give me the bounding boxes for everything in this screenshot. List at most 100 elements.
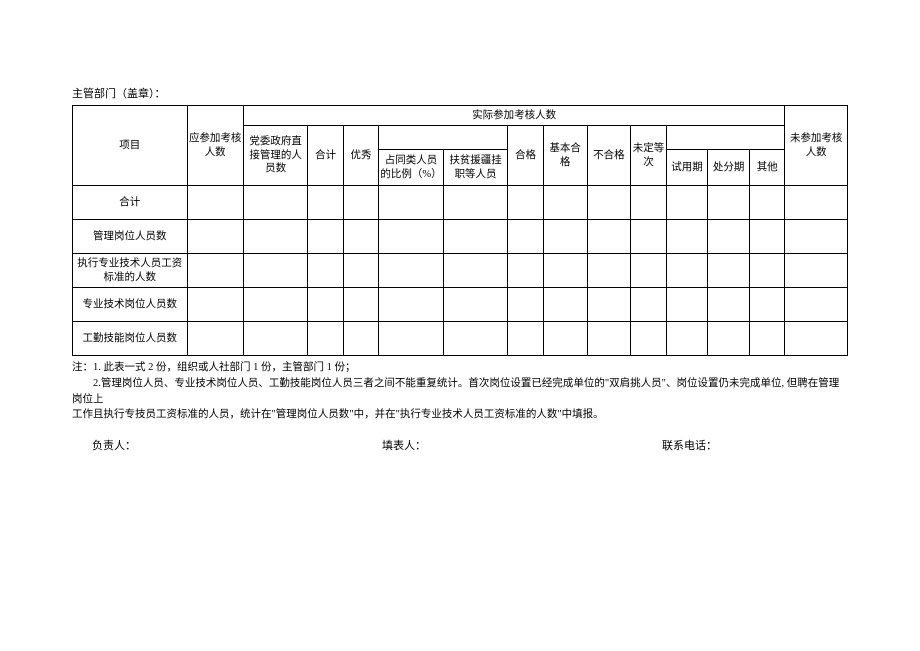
cell [508, 322, 543, 356]
cell [308, 254, 343, 288]
th-undetermined: 未定等次 [631, 126, 666, 186]
cell [587, 288, 631, 322]
th-basic-qualified: 基本合格 [543, 126, 587, 186]
cell [631, 220, 666, 254]
cell [187, 220, 243, 254]
cell [243, 220, 308, 254]
th-total: 合计 [308, 126, 343, 186]
th-penalty: 处分期 [708, 150, 750, 186]
cell [666, 220, 708, 254]
cell [343, 322, 378, 356]
cell [631, 322, 666, 356]
cell [308, 288, 343, 322]
cell [379, 322, 444, 356]
th-ratio: 占同类人员的比例（%） [379, 150, 444, 186]
row-label-tech-post: 专业技术岗位人员数 [73, 288, 188, 322]
cell [443, 186, 508, 220]
note-line2a: 2.管理岗位人员、专业技术岗位人员、工勤技能岗位人员三者之间不能重复统计。首次岗… [72, 376, 848, 408]
cell [443, 288, 508, 322]
cell [749, 186, 784, 220]
cell [543, 186, 587, 220]
cell [708, 288, 750, 322]
signature-phone: 联系电话： [662, 437, 717, 453]
cell [343, 186, 378, 220]
cell [666, 254, 708, 288]
signature-row: 负责人： 填表人： 联系电话： [72, 437, 848, 453]
cell [749, 322, 784, 356]
th-should-attend: 应参加考核人数 [187, 106, 243, 186]
th-not-attend: 未参加考核人数 [785, 106, 848, 186]
table-row: 执行专业技术人员工资标准的人数 [73, 254, 848, 288]
th-probation: 试用期 [666, 150, 708, 186]
cell [243, 186, 308, 220]
cell [631, 186, 666, 220]
note-line1: 注：1. 此表一式 2 份，组织或人社部门 1 份，主管部门 1 份； [72, 360, 848, 376]
cell [508, 220, 543, 254]
table-row: 专业技术岗位人员数 [73, 288, 848, 322]
row-label-tech-salary: 执行专业技术人员工资标准的人数 [73, 254, 188, 288]
cell [666, 288, 708, 322]
th-excellent: 优秀 [343, 126, 378, 186]
cell [343, 254, 378, 288]
cell [666, 186, 708, 220]
cell [587, 322, 631, 356]
cell [785, 220, 848, 254]
stamp-label: 主管部门（盖章）： [72, 85, 848, 101]
cell [749, 220, 784, 254]
row-label-total: 合计 [73, 186, 188, 220]
cell [785, 288, 848, 322]
row-label-worker: 工勤技能岗位人员数 [73, 322, 188, 356]
cell [708, 186, 750, 220]
assessment-table: 项目 应参加考核人数 实际参加考核人数 未参加考核人数 党委政府直接管理的人员数… [72, 105, 848, 356]
cell [243, 322, 308, 356]
cell [443, 254, 508, 288]
cell [243, 288, 308, 322]
cell [587, 186, 631, 220]
cell [708, 220, 750, 254]
th-party-managed: 党委政府直接管理的人员数 [243, 126, 308, 186]
signature-filler: 填表人： [382, 437, 662, 453]
cell [749, 288, 784, 322]
th-actual-attend: 实际参加考核人数 [243, 106, 785, 126]
table-row: 工勤技能岗位人员数 [73, 322, 848, 356]
cell [187, 288, 243, 322]
cell [587, 220, 631, 254]
cell [379, 288, 444, 322]
cell [379, 220, 444, 254]
cell [749, 254, 784, 288]
cell [708, 322, 750, 356]
table-row: 管理岗位人员数 [73, 220, 848, 254]
th-blank-group [379, 126, 508, 150]
cell [508, 288, 543, 322]
cell [308, 220, 343, 254]
note-line2b: 工作且执行专技员工资标准的人员，统计在"管理岗位人员数"中，并在"执行专业技术人… [72, 407, 848, 423]
cell [443, 322, 508, 356]
cell [343, 288, 378, 322]
cell [187, 254, 243, 288]
cell [243, 254, 308, 288]
cell [508, 186, 543, 220]
cell [379, 254, 444, 288]
th-project: 项目 [73, 106, 188, 186]
cell [508, 254, 543, 288]
cell [631, 254, 666, 288]
row-label-mgmt: 管理岗位人员数 [73, 220, 188, 254]
cell [343, 220, 378, 254]
cell [708, 254, 750, 288]
th-unqualified: 不合格 [587, 126, 631, 186]
cell [308, 186, 343, 220]
cell [543, 220, 587, 254]
th-qualified: 合格 [508, 126, 543, 186]
cell [543, 254, 587, 288]
notes-block: 注：1. 此表一式 2 份，组织或人社部门 1 份，主管部门 1 份； 2.管理… [72, 360, 848, 423]
cell [631, 288, 666, 322]
th-other: 其他 [749, 150, 784, 186]
th-poverty: 扶贫援疆挂职等人员 [443, 150, 508, 186]
cell [308, 322, 343, 356]
cell [443, 220, 508, 254]
cell [785, 186, 848, 220]
cell [666, 322, 708, 356]
cell [379, 186, 444, 220]
cell [785, 254, 848, 288]
table-row: 合计 [73, 186, 848, 220]
